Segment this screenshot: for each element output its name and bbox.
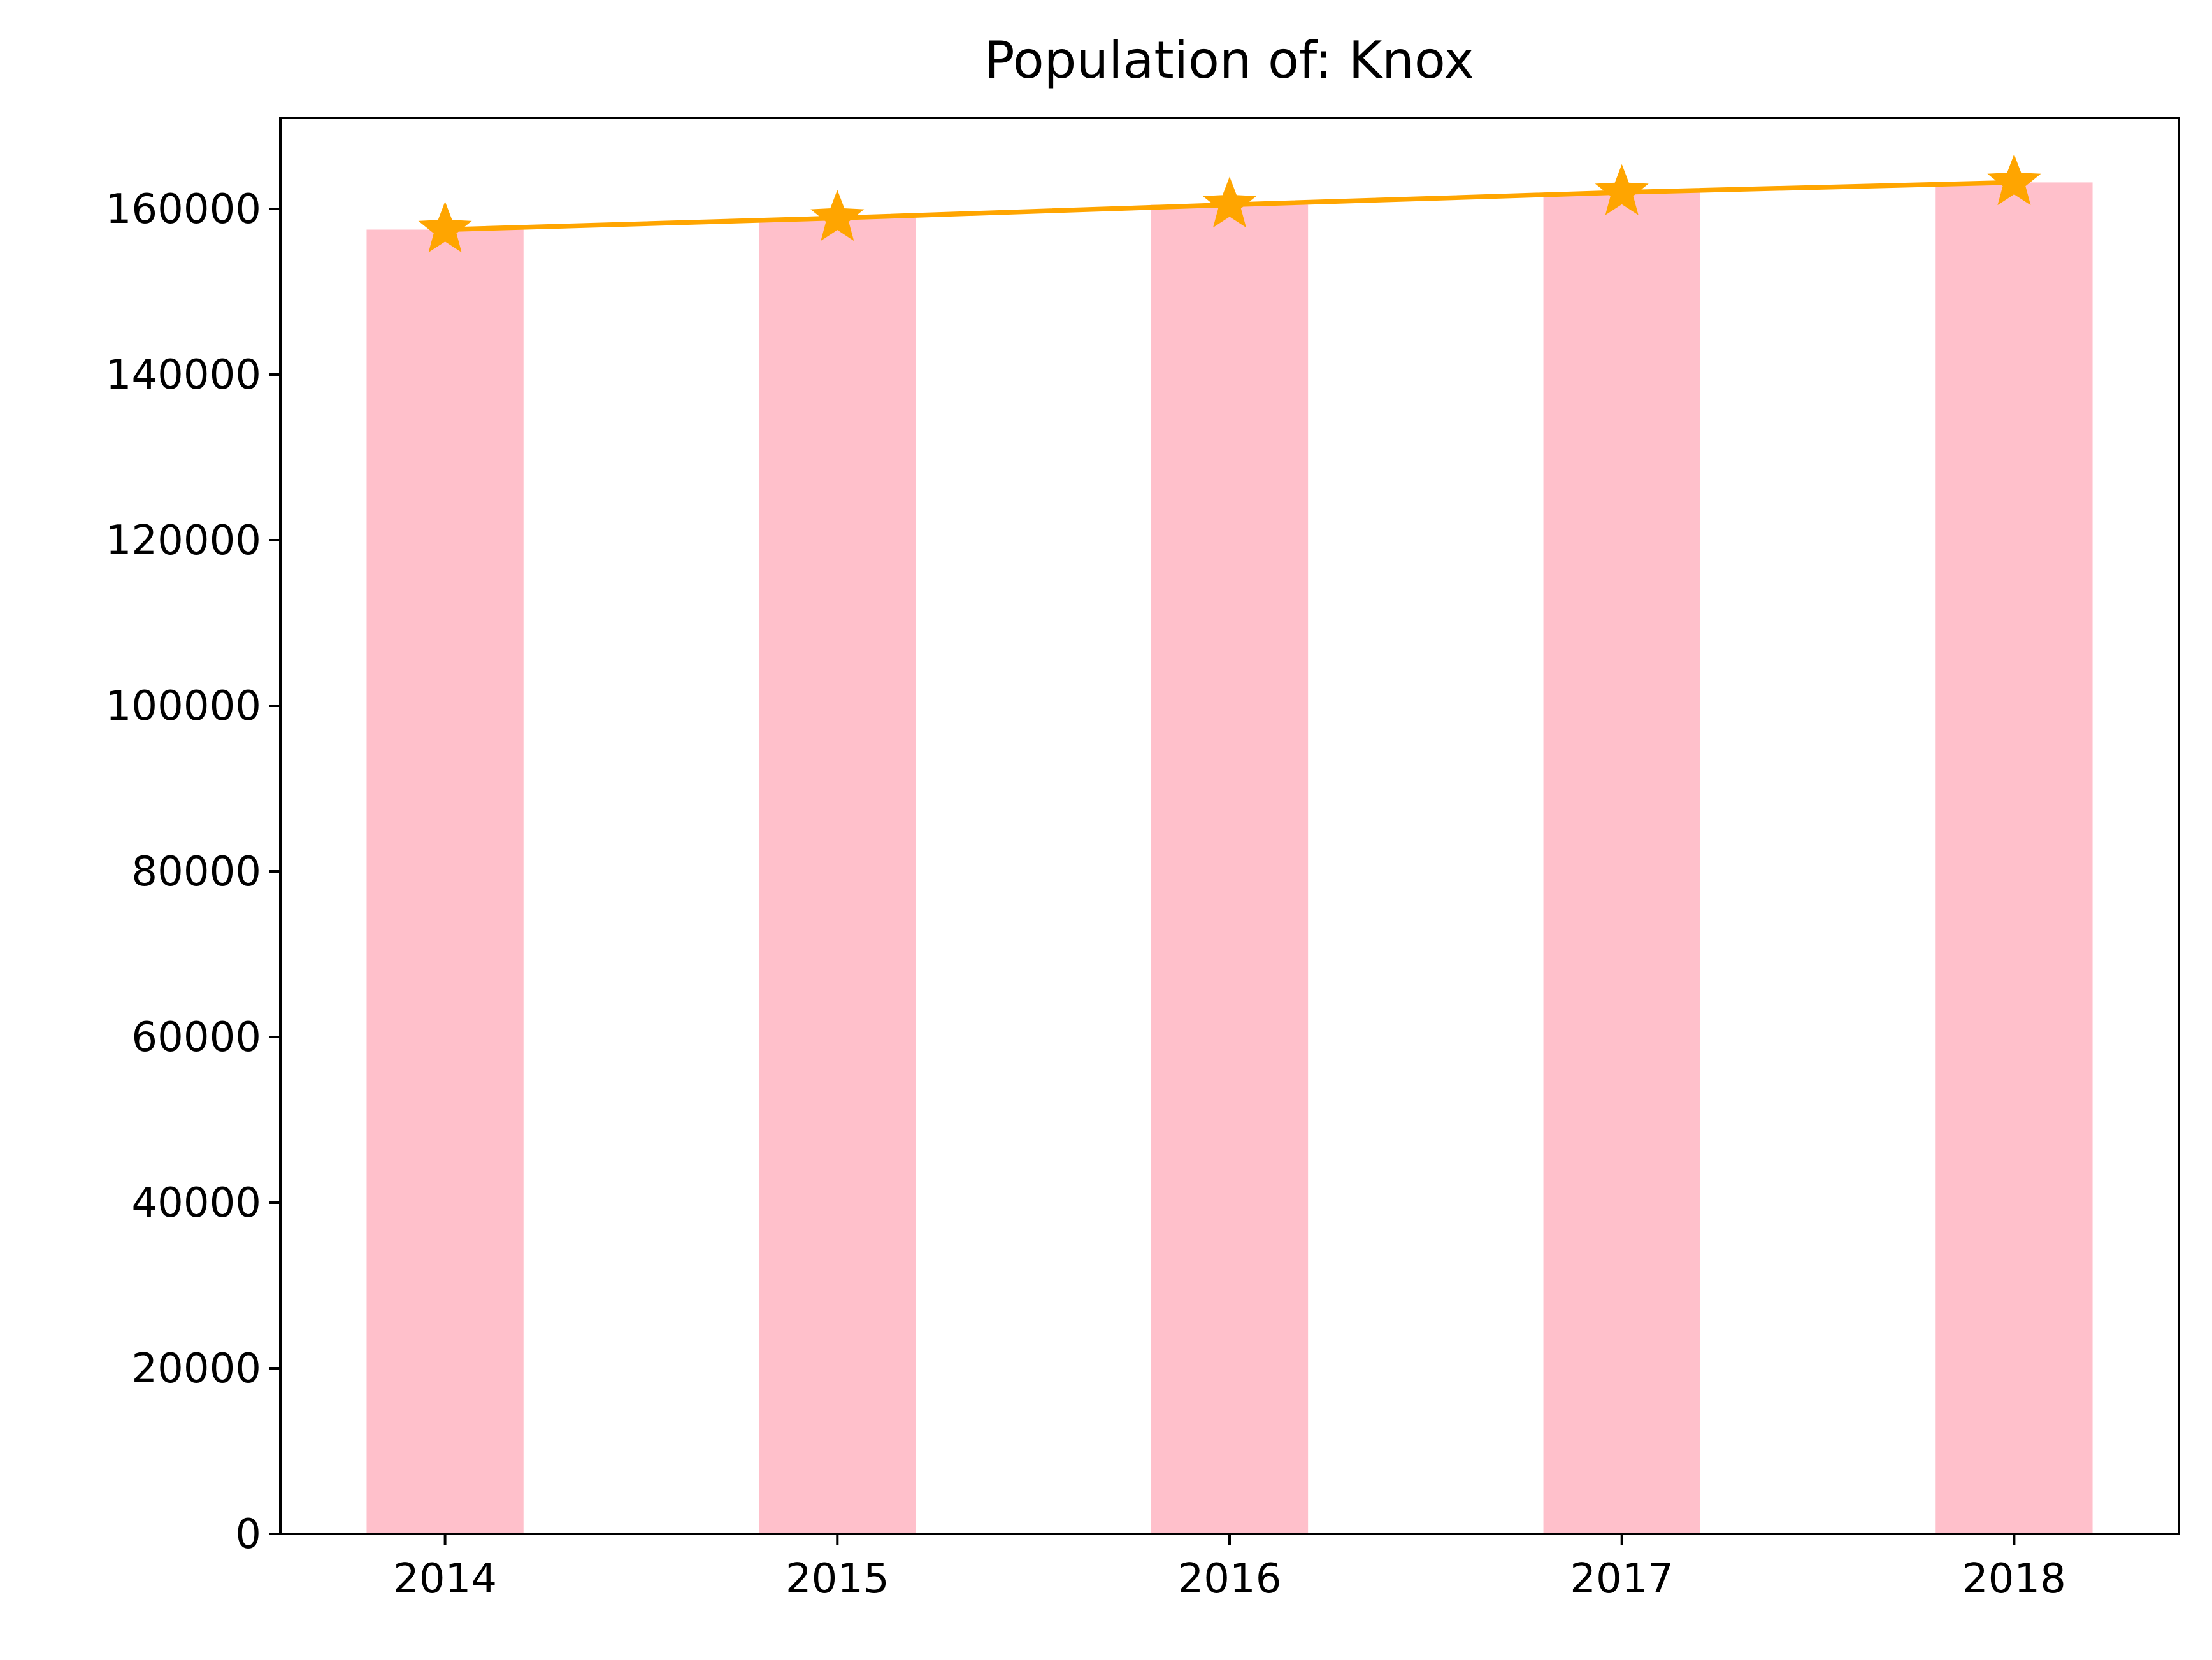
- bar-2015: [759, 218, 916, 1534]
- star-marker-2018: [1987, 154, 2041, 206]
- y-tick-label: 160000: [106, 186, 261, 233]
- bar-2018: [1936, 182, 2093, 1535]
- y-tick-label: 40000: [131, 1180, 261, 1227]
- plot-area: 0 20000 40000 60000 80000 100000 120000 140000 1…: [106, 117, 2180, 1603]
- bar-2017: [1543, 192, 1700, 1534]
- x-tick-label: 2015: [786, 1556, 889, 1603]
- x-tick-label: 2017: [1570, 1556, 1674, 1603]
- y-tick-label: 60000: [131, 1014, 261, 1061]
- y-tick-label: 120000: [106, 517, 261, 564]
- x-tick-label: 2014: [393, 1556, 497, 1603]
- x-tick-label: 2018: [1962, 1556, 2066, 1603]
- y-tick-label: 80000: [131, 848, 261, 896]
- star-marker-2016: [1202, 176, 1257, 228]
- bar-2016: [1151, 204, 1309, 1534]
- y-tick-label: 0: [235, 1511, 261, 1558]
- chart-title: Population of: Knox: [984, 31, 1474, 90]
- star-marker-2014: [418, 201, 472, 253]
- y-tick-label: 20000: [131, 1345, 261, 1392]
- y-tick-label: 100000: [106, 683, 261, 730]
- x-tick-label: 2016: [1178, 1556, 1282, 1603]
- star-marker-2015: [810, 190, 865, 241]
- star-marker-2017: [1595, 164, 1649, 215]
- bar-2014: [366, 229, 524, 1534]
- y-tick-label: 140000: [106, 352, 261, 399]
